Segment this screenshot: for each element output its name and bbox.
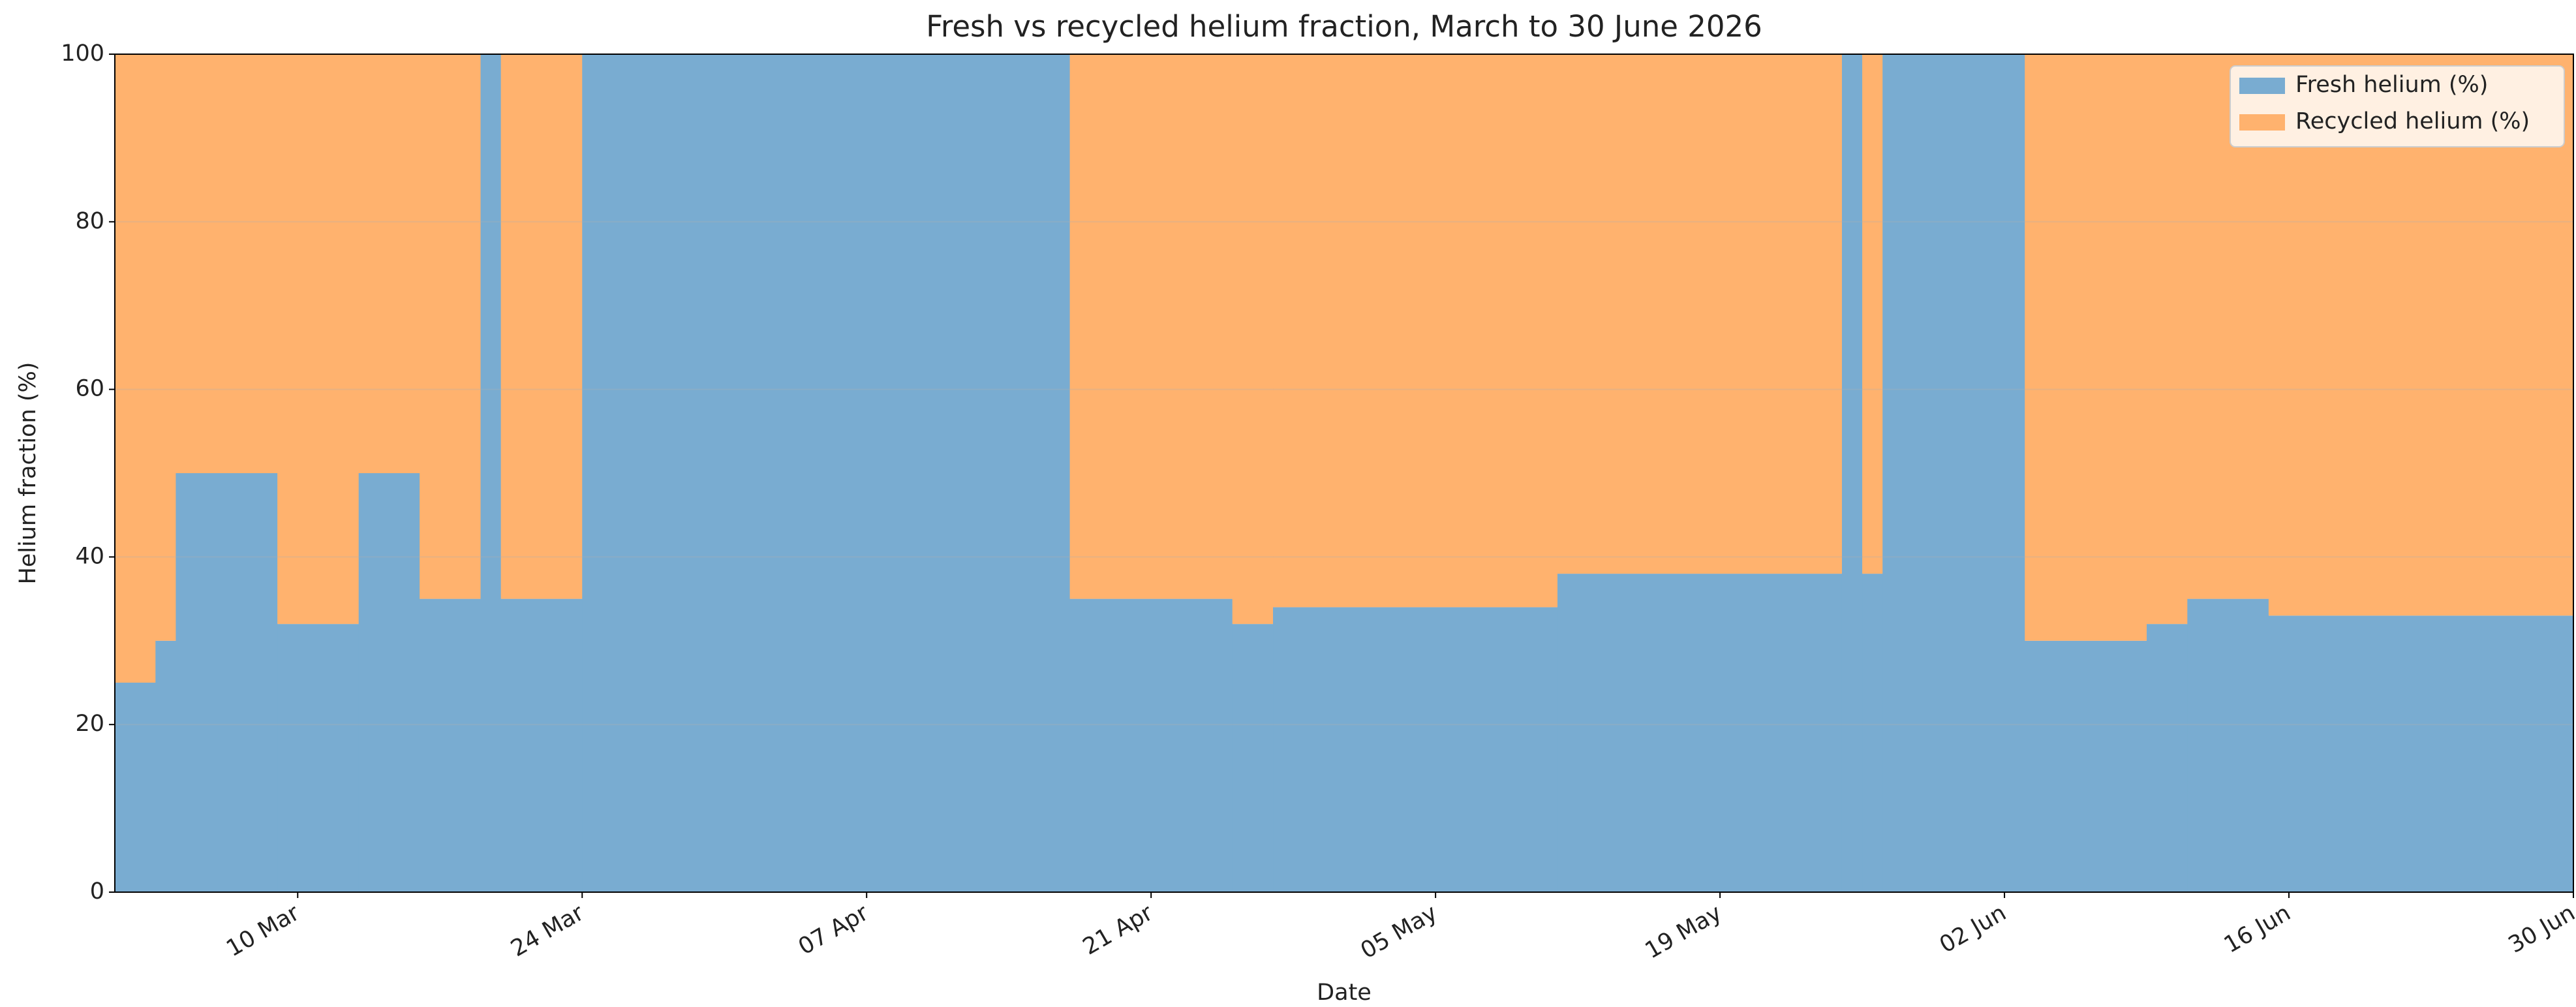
area-step: [176, 54, 278, 473]
legend-label: Fresh helium (%): [2295, 72, 2488, 98]
area-step: [500, 54, 583, 599]
area-step: [176, 473, 278, 892]
area-step: [1232, 54, 1274, 625]
area-step: [2147, 54, 2188, 625]
chart-title: Fresh vs recycled helium fraction, March…: [926, 9, 1762, 44]
legend-swatch: [2239, 78, 2285, 94]
area-step: [500, 598, 583, 892]
area-step: [1841, 54, 1863, 892]
y-tick-label: 40: [75, 543, 104, 569]
area-step: [420, 54, 482, 599]
area-step: [2147, 624, 2188, 892]
y-axis-label: Helium fraction (%): [15, 362, 41, 585]
area-step: [155, 640, 176, 892]
area-step: [1557, 54, 1843, 574]
area-step: [155, 54, 176, 641]
area-step: [1273, 607, 1558, 892]
area-step: [480, 54, 502, 892]
y-tick-label: 20: [75, 711, 104, 737]
area-step: [1862, 574, 1883, 892]
area-step: [358, 473, 420, 892]
area-step: [1069, 598, 1233, 892]
legend-box: [2230, 65, 2565, 147]
legend-swatch: [2239, 114, 2285, 131]
area-step: [2268, 54, 2574, 616]
area-step: [358, 54, 420, 473]
plot-frame: [114, 54, 2574, 893]
area-step: [1273, 54, 1558, 608]
area-step: [420, 598, 482, 892]
area-step: [1232, 624, 1274, 892]
area-step: [115, 683, 156, 892]
y-tick-label: 60: [75, 376, 104, 402]
area-step: [2025, 54, 2147, 641]
area-step: [1882, 54, 2025, 892]
area-step: [115, 54, 156, 683]
area-step: [2025, 640, 2147, 892]
area-step: [582, 54, 1071, 892]
x-axis-label: Date: [1317, 980, 1372, 1006]
area-step: [2187, 598, 2269, 892]
y-tick-label: 100: [61, 40, 104, 67]
area-step: [277, 624, 360, 892]
area-step: [1862, 54, 1883, 574]
y-tick-label: 80: [75, 208, 104, 234]
y-tick-label: 0: [90, 878, 104, 905]
area-step: [277, 54, 360, 625]
area-step: [2268, 615, 2574, 892]
area-step: [1557, 574, 1843, 892]
area-step: [1069, 54, 1233, 599]
legend: Fresh helium (%) Recycled helium (%): [2230, 65, 2565, 147]
legend-label: Recycled helium (%): [2295, 108, 2530, 134]
